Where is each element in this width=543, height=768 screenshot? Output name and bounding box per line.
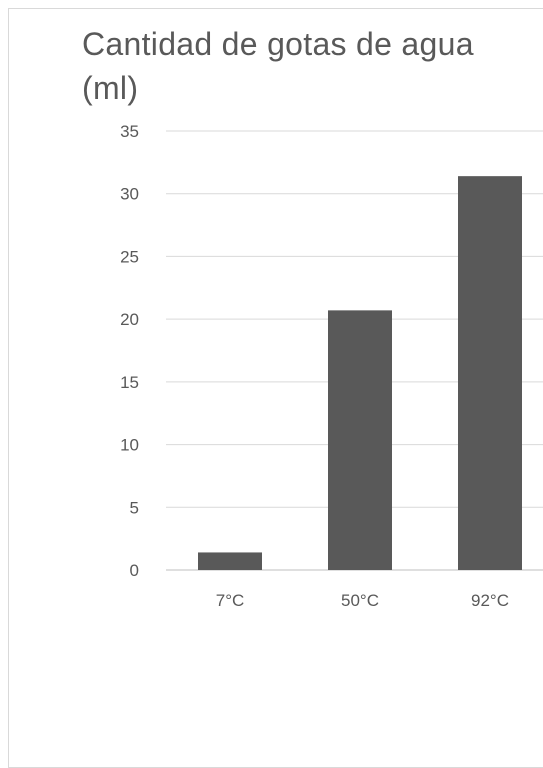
y-tick-label: 10	[120, 436, 139, 455]
bar	[198, 552, 262, 570]
chart-title: Cantidad de gotas de agua (ml)	[82, 26, 474, 106]
bars	[198, 176, 522, 570]
x-tick-label: 50°C	[341, 591, 379, 610]
x-axis-tick-labels: 7°C 50°C 92°C	[216, 591, 509, 610]
y-axis-tick-labels: 0 5 10 15 20 25 30 35	[120, 122, 139, 580]
bar	[458, 176, 522, 570]
y-tick-label: 0	[130, 561, 139, 580]
chart-frame	[8, 8, 543, 768]
y-tick-label: 35	[120, 122, 139, 141]
bar	[328, 310, 392, 570]
y-tick-label: 25	[120, 247, 139, 266]
y-tick-label: 30	[120, 185, 139, 204]
y-tick-label: 5	[130, 498, 139, 517]
y-tick-label: 20	[120, 310, 139, 329]
y-tick-label: 15	[120, 373, 139, 392]
x-tick-label: 7°C	[216, 591, 245, 610]
x-tick-label: 92°C	[471, 591, 509, 610]
